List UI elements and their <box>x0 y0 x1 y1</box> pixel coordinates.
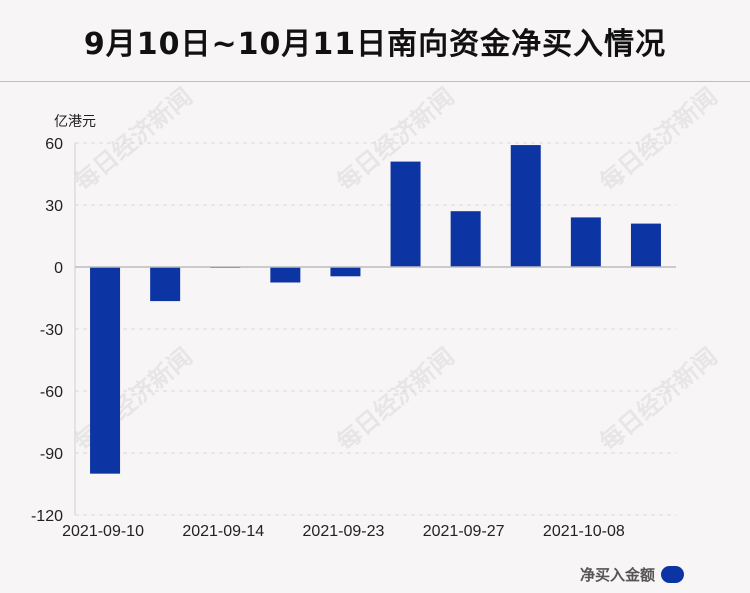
y-tick-label: -120 <box>31 508 63 525</box>
bar <box>450 211 481 267</box>
legend-swatch <box>661 566 684 583</box>
y-tick-label: 30 <box>45 198 63 215</box>
title-bar: 9月10日~10月11日南向资金净买入情况 <box>0 0 750 82</box>
legend: 净买入金额 <box>580 564 684 585</box>
page-title: 9月10日~10月11日南向资金净买入情况 <box>83 26 667 62</box>
bar <box>570 217 601 267</box>
legend-label: 净买入金额 <box>579 566 655 584</box>
y-tick-label: -60 <box>40 384 63 401</box>
y-unit-label: 亿港元 <box>54 114 96 130</box>
y-tick-label: 60 <box>45 136 63 153</box>
bar <box>270 267 301 283</box>
y-tick-label: -30 <box>40 322 63 339</box>
x-tick-label: 2021-09-27 <box>423 523 505 540</box>
x-tick-label: 2021-09-14 <box>182 523 264 540</box>
y-tick-label: -90 <box>40 446 63 463</box>
x-tick-label: 2021-09-10 <box>62 523 144 540</box>
bar <box>510 145 541 267</box>
x-tick-label: 2021-10-08 <box>543 523 625 540</box>
bar <box>330 267 361 277</box>
bar <box>390 161 421 267</box>
bar <box>630 223 661 267</box>
y-tick-label: 0 <box>54 260 63 277</box>
bar <box>150 267 181 302</box>
bar <box>90 267 121 474</box>
x-tick-label: 2021-09-23 <box>303 523 385 540</box>
